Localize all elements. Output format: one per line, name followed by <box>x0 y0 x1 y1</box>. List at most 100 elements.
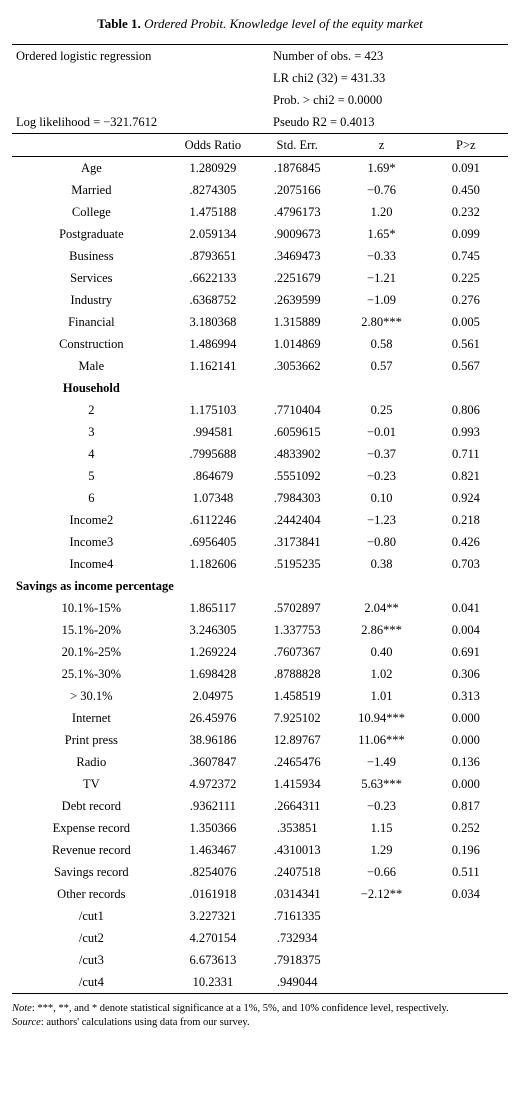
cell-z: 2.04** <box>339 597 423 619</box>
table-row: Internet26.459767.92510210.94***0.000 <box>12 707 508 729</box>
cell-p: 0.136 <box>424 751 508 773</box>
cell-var: Other records <box>12 883 171 905</box>
col-header-p: P>z <box>424 134 508 157</box>
cell-se: .3173841 <box>255 531 339 553</box>
table-row: 20.1%-25%1.269224.76073670.400.691 <box>12 641 508 663</box>
cell-var: /cut4 <box>12 971 171 994</box>
cell-se: .2442404 <box>255 509 339 531</box>
cell-or: 1.182606 <box>171 553 255 575</box>
cell-var: Debt record <box>12 795 171 817</box>
cell-var: Age <box>12 157 171 180</box>
cell-p <box>424 927 508 949</box>
cell-se: 1.337753 <box>255 619 339 641</box>
cell-z: 0.10 <box>339 487 423 509</box>
table-row: 61.07348.79843030.100.924 <box>12 487 508 509</box>
table-row: 10.1%-15%1.865117.57028972.04**0.041 <box>12 597 508 619</box>
cell-or: 1.698428 <box>171 663 255 685</box>
table-row: College1.475188.47961731.200.232 <box>12 201 508 223</box>
cell-or: 10.2331 <box>171 971 255 994</box>
cell-or: 3.180368 <box>171 311 255 333</box>
table-row: /cut410.2331.949044 <box>12 971 508 994</box>
cell-or: .994581 <box>171 421 255 443</box>
cell-z: −0.80 <box>339 531 423 553</box>
cell-p: 0.703 <box>424 553 508 575</box>
table-row: Debt record.9362111.2664311−0.230.817 <box>12 795 508 817</box>
cell-or: 1.463467 <box>171 839 255 861</box>
cell-z: 0.25 <box>339 399 423 421</box>
info-pseudo: Pseudo R2 = 0.4013 <box>255 111 508 134</box>
cell-se: .2407518 <box>255 861 339 883</box>
cell-or: 1.162141 <box>171 355 255 377</box>
cell-se: .5551092 <box>255 465 339 487</box>
cell-p: 0.004 <box>424 619 508 641</box>
table-row: Income41.182606.51952350.380.703 <box>12 553 508 575</box>
table-row: Age1.280929.18768451.69*0.091 <box>12 157 508 180</box>
info-loglik: Log likelihood = −321.7612 <box>12 111 255 134</box>
cell-se: .2075166 <box>255 179 339 201</box>
cell-var: College <box>12 201 171 223</box>
cell-or: 38.96186 <box>171 729 255 751</box>
cell-se: .8788828 <box>255 663 339 685</box>
cell-p: 0.041 <box>424 597 508 619</box>
table-row: TV4.9723721.4159345.63***0.000 <box>12 773 508 795</box>
cell-se: .4796173 <box>255 201 339 223</box>
cell-se: .7161335 <box>255 905 339 927</box>
cell-p: 0.821 <box>424 465 508 487</box>
cell-or: 4.972372 <box>171 773 255 795</box>
cell-or: 1.865117 <box>171 597 255 619</box>
cell-se: .949044 <box>255 971 339 994</box>
table-row: /cut13.227321.7161335 <box>12 905 508 927</box>
cell-p: 0.450 <box>424 179 508 201</box>
cell-se: .732934 <box>255 927 339 949</box>
cell-se: .2465476 <box>255 751 339 773</box>
cell-or: .6112246 <box>171 509 255 531</box>
cell-or: .9362111 <box>171 795 255 817</box>
cell-or: 2.04975 <box>171 685 255 707</box>
cell-z: −0.37 <box>339 443 423 465</box>
cell-var: 3 <box>12 421 171 443</box>
cell-se: 1.014869 <box>255 333 339 355</box>
cell-z: −1.49 <box>339 751 423 773</box>
cell-var: Savings record <box>12 861 171 883</box>
cell-or: 1.175103 <box>171 399 255 421</box>
cell-se: .7918375 <box>255 949 339 971</box>
cell-z: 1.65* <box>339 223 423 245</box>
cell-p <box>424 949 508 971</box>
cell-or: 4.270154 <box>171 927 255 949</box>
cell-p: 0.091 <box>424 157 508 180</box>
table-row: Male1.162141.30536620.570.567 <box>12 355 508 377</box>
table-row: 5.864679.5551092−0.230.821 <box>12 465 508 487</box>
cell-var: 6 <box>12 487 171 509</box>
cell-z: −1.23 <box>339 509 423 531</box>
cell-z: −2.12** <box>339 883 423 905</box>
cell-p: 0.511 <box>424 861 508 883</box>
cell-se: .2639599 <box>255 289 339 311</box>
cell-var: Married <box>12 179 171 201</box>
table-row: Savings record.8254076.2407518−0.660.511 <box>12 861 508 883</box>
cell-p: 0.005 <box>424 311 508 333</box>
cell-var: TV <box>12 773 171 795</box>
table-row: Postgraduate2.059134.90096731.65*0.099 <box>12 223 508 245</box>
cell-p: 0.806 <box>424 399 508 421</box>
cell-z: 0.57 <box>339 355 423 377</box>
cell-p: 0.426 <box>424 531 508 553</box>
cell-z <box>339 949 423 971</box>
info-prob: Prob. > chi2 = 0.0000 <box>255 89 508 111</box>
cell-or: 1.486994 <box>171 333 255 355</box>
cell-z: −0.76 <box>339 179 423 201</box>
info-top-left: Ordered logistic regression <box>12 45 255 68</box>
savings-label: Savings as income percentage <box>12 575 508 597</box>
cell-p: 0.196 <box>424 839 508 861</box>
table-row: Financial3.1803681.3158892.80***0.005 <box>12 311 508 333</box>
cell-var: Services <box>12 267 171 289</box>
table-row: Radio.3607847.2465476−1.490.136 <box>12 751 508 773</box>
title-rest: Ordered Probit. Knowledge level of the e… <box>141 16 423 31</box>
table-row: Industry.6368752.2639599−1.090.276 <box>12 289 508 311</box>
source-label: Source <box>12 1017 41 1028</box>
cell-var: Financial <box>12 311 171 333</box>
cell-p: 0.252 <box>424 817 508 839</box>
cell-se: .4310013 <box>255 839 339 861</box>
cell-p <box>424 905 508 927</box>
cell-z: 0.40 <box>339 641 423 663</box>
cell-or: 1.350366 <box>171 817 255 839</box>
